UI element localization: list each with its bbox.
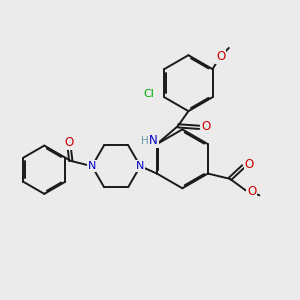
- Text: N: N: [136, 161, 145, 171]
- Text: N: N: [149, 134, 158, 147]
- Text: O: O: [216, 50, 226, 63]
- Text: H: H: [141, 136, 148, 146]
- Text: O: O: [244, 158, 254, 171]
- Text: O: O: [201, 120, 210, 133]
- Text: O: O: [247, 185, 256, 198]
- Text: O: O: [65, 136, 74, 149]
- Text: N: N: [88, 161, 96, 171]
- Text: Cl: Cl: [143, 88, 154, 99]
